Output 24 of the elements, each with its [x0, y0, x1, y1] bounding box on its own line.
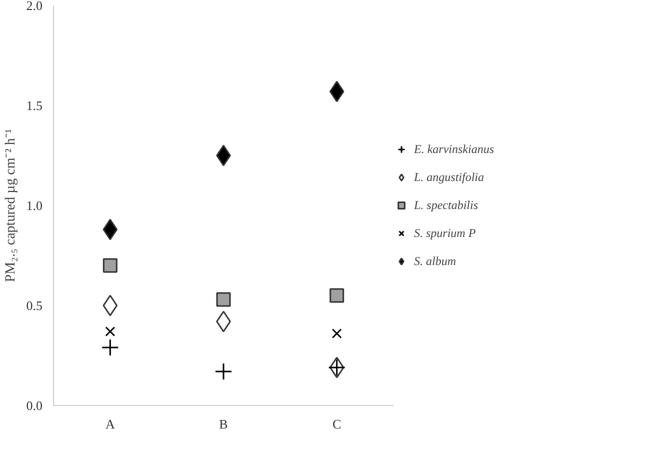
point	[214, 362, 232, 380]
point	[101, 338, 119, 356]
point	[102, 218, 118, 240]
y-axis-title: PM₂.₅ captured µg cm⁻² h⁻¹	[3, 128, 18, 282]
x-tick-label: A	[105, 416, 116, 432]
point	[102, 258, 118, 273]
legend-label: S. album	[414, 254, 457, 268]
legend-label: E. karvinskianus	[414, 142, 495, 156]
point	[330, 288, 344, 303]
point	[216, 292, 231, 307]
point	[102, 294, 118, 316]
legend-label: L. angustifolia	[414, 170, 486, 184]
y-tick-label: 2.0	[26, 0, 42, 13]
y-tick-label: 0.5	[26, 298, 42, 313]
legend-label: S. spurium P	[414, 226, 477, 240]
legend-label: L. spectabilis	[414, 198, 480, 212]
x-tick-label: C	[332, 416, 342, 432]
x-tick-label: B	[219, 416, 228, 432]
y-tick-label: 1.5	[26, 98, 42, 113]
point	[105, 326, 116, 336]
point	[332, 328, 342, 338]
y-tick-label: 0.0	[26, 398, 42, 413]
point	[329, 80, 344, 102]
y-tick-label: 1.0	[26, 198, 42, 213]
